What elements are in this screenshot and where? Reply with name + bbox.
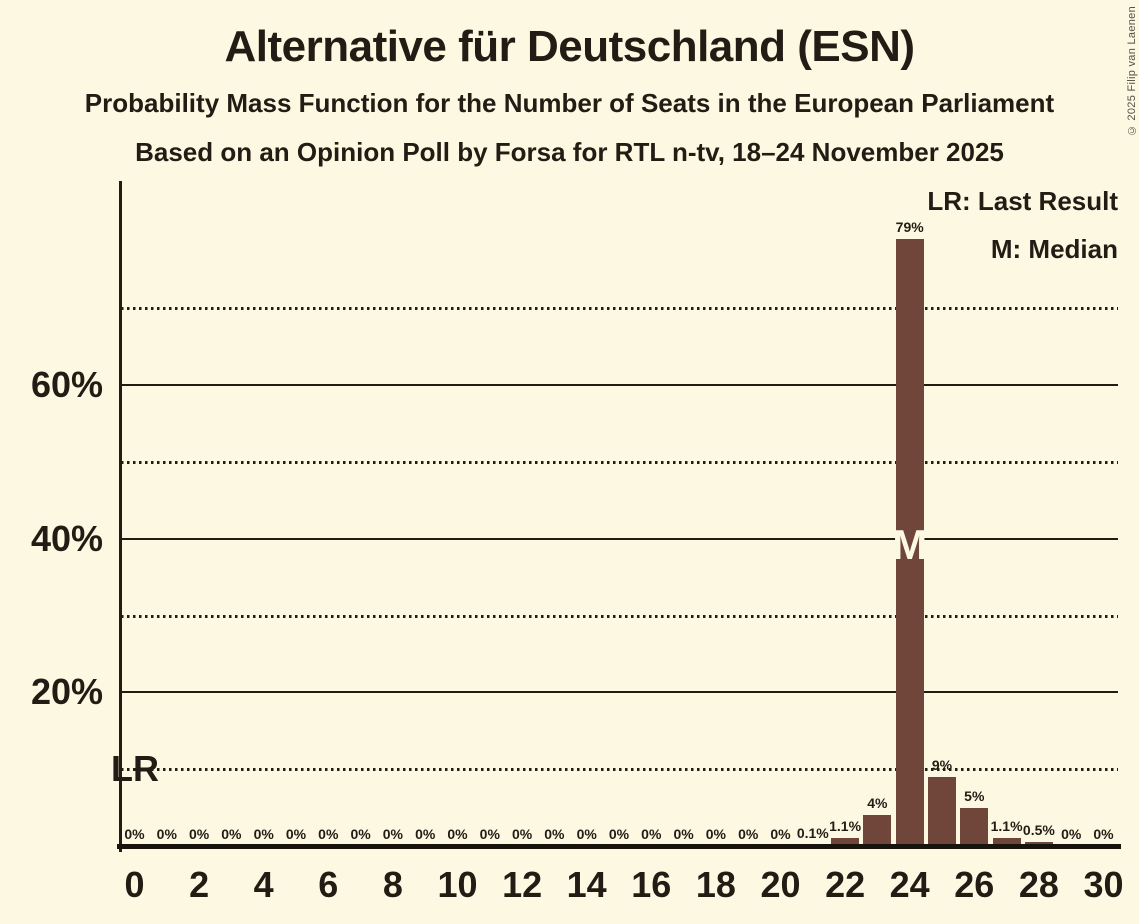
bar-value-label-seat-27: 1.1% — [990, 818, 1023, 834]
x-tick-label-12: 12 — [502, 864, 543, 905]
last-result-marker: LR — [111, 748, 159, 790]
bar-value-label-seat-26: 5% — [964, 788, 985, 804]
x-tick-label-10: 10 — [437, 864, 478, 905]
bar-value-label-seat-20: 0% — [770, 826, 791, 842]
bar-value-label-seat-29: 0% — [1061, 826, 1082, 842]
copyright-notice: © 2025 Filip van Laenen — [1126, 6, 1138, 137]
x-tick-label-4: 4 — [253, 864, 274, 905]
gridline-10pct — [121, 768, 1118, 772]
bar-value-label-seat-13: 0% — [544, 826, 565, 842]
gridline-70pct — [121, 307, 1118, 311]
bar-value-label-seat-3: 0% — [221, 826, 242, 842]
bar-value-label-seat-24: 79% — [895, 219, 924, 235]
bar-seat-27 — [992, 838, 1021, 846]
legend-median: M: Median — [990, 234, 1118, 264]
bar-seat-22 — [831, 838, 860, 846]
bar-value-label-seat-8: 0% — [382, 826, 403, 842]
bar-value-label-seat-17: 0% — [673, 826, 694, 842]
bar-seat-23 — [863, 815, 892, 846]
bar-value-label-seat-23: 4% — [867, 795, 888, 811]
bar-seat-24 — [895, 239, 924, 846]
x-tick-label-16: 16 — [631, 864, 672, 905]
bar-seat-26 — [960, 808, 989, 846]
bar-value-label-seat-15: 0% — [608, 826, 630, 842]
bar-value-label-seat-19: 0% — [738, 826, 759, 842]
bar-value-label-seat-25: 9% — [931, 757, 953, 773]
bar-value-label-seat-21: 0.1% — [796, 825, 829, 841]
median-marker: M — [892, 520, 928, 568]
x-tick-label-24: 24 — [889, 864, 930, 905]
x-tick-label-8: 8 — [382, 864, 403, 905]
y-tick-label-60: 60% — [30, 364, 103, 406]
y-tick-label-40: 40% — [30, 517, 103, 559]
legend-last-result: LR: Last Result — [927, 186, 1118, 216]
bar-value-label-seat-9: 0% — [415, 826, 436, 842]
bar-value-label-seat-1: 0% — [156, 826, 177, 842]
x-tick-label-28: 28 — [1018, 864, 1059, 905]
bar-value-label-seat-5: 0% — [285, 826, 307, 842]
bar-value-label-seat-22: 1.1% — [829, 818, 862, 834]
gridline-40pct — [121, 537, 1118, 540]
chart-subtitle: Probability Mass Function for the Number… — [84, 88, 1055, 118]
x-tick-label-6: 6 — [318, 864, 339, 905]
y-tick-label-20: 20% — [30, 671, 103, 713]
chart-source-line: Based on an Opinion Poll by Forsa for RT… — [135, 137, 1004, 167]
x-tick-label-20: 20 — [760, 864, 801, 905]
bar-value-label-seat-18: 0% — [705, 826, 726, 842]
x-tick-label-22: 22 — [825, 864, 866, 905]
chart-title: Alternative für Deutschland (ESN) — [224, 22, 915, 71]
x-tick-label-30: 30 — [1083, 864, 1124, 905]
bar-value-label-seat-7: 0% — [350, 826, 371, 842]
gridline-30pct — [121, 614, 1118, 618]
y-axis-line — [119, 181, 122, 852]
bar-value-label-seat-2: 0% — [188, 826, 210, 842]
bar-value-label-seat-11: 0% — [479, 826, 500, 842]
gridline-60pct — [121, 384, 1118, 387]
bar-value-label-seat-6: 0% — [318, 826, 339, 842]
gridline-50pct — [121, 461, 1118, 464]
bar-value-label-seat-4: 0% — [253, 826, 274, 842]
bar-value-label-seat-28: 0.5% — [1022, 822, 1055, 838]
x-tick-label-18: 18 — [695, 864, 736, 905]
bar-value-label-seat-30: 0% — [1093, 826, 1114, 842]
x-tick-label-2: 2 — [189, 864, 210, 905]
bar-value-label-seat-12: 0% — [511, 826, 533, 842]
bar-value-label-seat-10: 0% — [447, 826, 468, 842]
x-axis-line — [117, 844, 1121, 849]
bar-value-label-seat-14: 0% — [576, 826, 597, 842]
gridline-20pct — [121, 691, 1118, 694]
x-tick-label-26: 26 — [954, 864, 995, 905]
bar-value-label-seat-16: 0% — [641, 826, 662, 842]
bar-seat-25 — [928, 777, 956, 846]
x-tick-label-14: 14 — [566, 864, 607, 905]
bar-value-label-seat-0: 0% — [124, 826, 145, 842]
x-tick-label-0: 0 — [124, 864, 145, 905]
